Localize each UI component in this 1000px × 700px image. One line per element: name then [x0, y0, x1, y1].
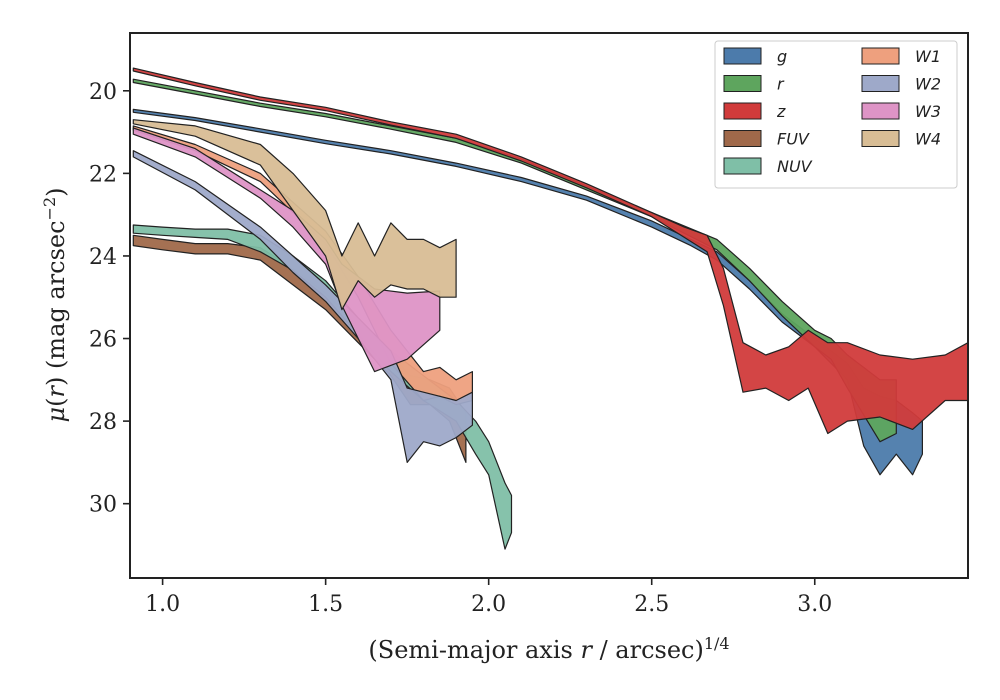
legend-label-w1: W1 — [915, 47, 941, 66]
ticks-layer: 1.0 1.5 2.0 2.5 3.0 20 22 24 26 28 30 — [89, 80, 832, 617]
legend-swatch-w3 — [861, 102, 900, 120]
y-tick-label: 20 — [89, 80, 117, 105]
legend-label-g: g — [777, 47, 787, 66]
y-tick-label: 28 — [89, 410, 117, 435]
plot-frame — [129, 32, 969, 579]
x-axis-label: (Semi-major axis r / arcsec)1/4 — [368, 634, 729, 664]
legend-swatch-w4 — [861, 130, 900, 147]
legend-label-fuv: FUV — [777, 130, 810, 149]
series-layer — [132, 67, 968, 550]
series-band-z — [132, 67, 968, 435]
legend-label-z: z — [776, 102, 786, 121]
legend-label-nuv: NUV — [777, 157, 813, 176]
series-band-w2 — [132, 150, 473, 463]
legend-label-w2: W2 — [915, 75, 941, 94]
legend-swatch-z — [723, 102, 762, 120]
x-tick-label: 1.0 — [145, 592, 180, 617]
y-axis-label: μ(r) (mag arcsec−2) — [40, 187, 70, 422]
y-tick-label: 26 — [89, 328, 117, 353]
legend: grz FUV NUV W1 W2 W3 W4 — [714, 40, 958, 189]
series-band-w4 — [132, 119, 457, 311]
legend-swatch-w2 — [861, 75, 900, 92]
series-band-g — [132, 108, 923, 476]
y-tick-label: 22 — [89, 162, 117, 187]
y-tick-label: 30 — [89, 493, 117, 518]
legend-swatch-fuv — [723, 130, 762, 147]
x-tick-label: 2.0 — [471, 592, 506, 617]
x-tick-label: 1.5 — [308, 592, 343, 617]
legend-swatch-w1 — [861, 47, 900, 65]
legend-swatch-nuv — [723, 157, 762, 175]
x-tick-label: 3.0 — [797, 592, 832, 617]
legend-label-w3: W3 — [915, 102, 941, 121]
y-tick-label: 24 — [89, 245, 117, 270]
legend-label-r: r — [777, 75, 785, 94]
legend-label-w4: W4 — [915, 130, 941, 149]
legend-swatch-r — [723, 75, 762, 92]
legend-swatch-g — [723, 47, 762, 65]
x-tick-label: 2.5 — [634, 592, 669, 617]
